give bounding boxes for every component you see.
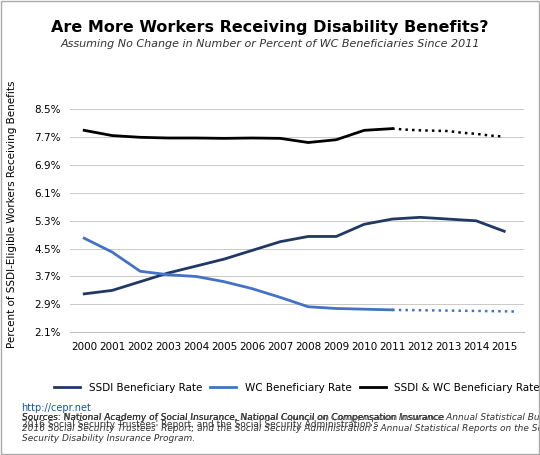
- Text: Assuming No Change in Number or Percent of WC Beneficiaries Since 2011: Assuming No Change in Number or Percent …: [60, 39, 480, 49]
- Legend: SSDI Beneficiary Rate, WC Beneficiary Rate, SSDI & WC Beneficiary Rate: SSDI Beneficiary Rate, WC Beneficiary Ra…: [50, 379, 540, 397]
- Text: Sources: National Academy of Social Insurance, National Council on Compensation : Sources: National Academy of Social Insu…: [22, 413, 444, 422]
- Text: Sources: National Academy of Social Insurance, National Council on Compensation : Sources: National Academy of Social Insu…: [22, 413, 540, 443]
- Text: http://cepr.net: http://cepr.net: [22, 403, 91, 413]
- Text: Percent of SSDI-Eligible Workers Receiving Benefits: Percent of SSDI-Eligible Workers Receivi…: [7, 80, 17, 348]
- Text: Are More Workers Receiving Disability Benefits?: Are More Workers Receiving Disability Be…: [51, 20, 489, 35]
- Text: 2016 Social Security Trustees' Report, and the Social Security Administration's: 2016 Social Security Trustees' Report, a…: [22, 420, 378, 429]
